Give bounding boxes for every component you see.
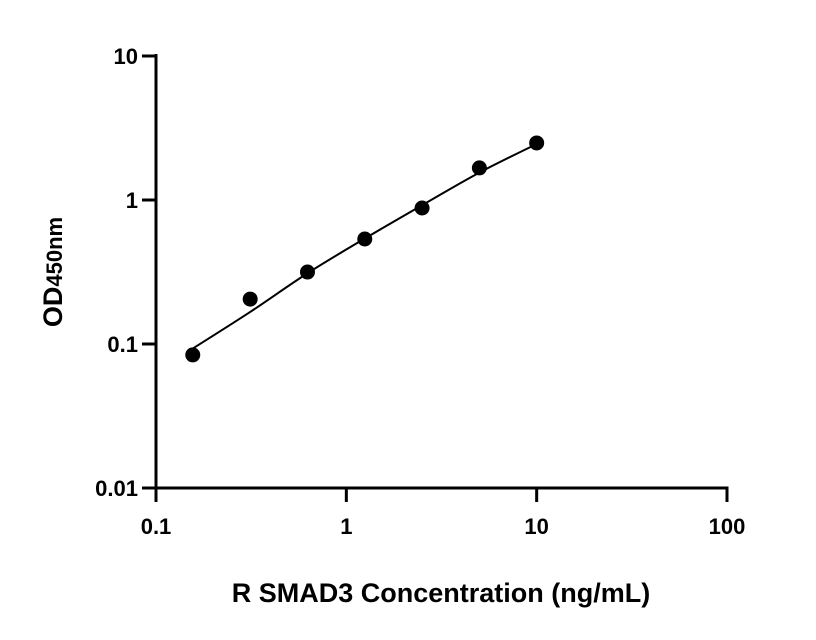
y-tick-label: 1	[126, 188, 138, 213]
y-axis-label: OD450nm	[38, 217, 68, 327]
data-point	[242, 291, 258, 307]
data-point	[414, 200, 430, 216]
x-tick-label: 0.1	[141, 514, 172, 539]
marks	[185, 135, 545, 363]
y-tick-label: 0.1	[107, 332, 138, 357]
y-axis-label-main: OD	[38, 287, 68, 328]
x-tick-label: 1	[340, 514, 352, 539]
y-tick-label: 0.01	[95, 476, 138, 501]
y-tick-label: 10	[114, 44, 138, 69]
data-point	[529, 135, 545, 151]
y-axis-label-subscript: 450nm	[42, 217, 67, 287]
fit-curve	[192, 143, 538, 350]
data-point	[185, 347, 201, 363]
x-tick-label: 100	[709, 514, 746, 539]
x-tick-label: 10	[524, 514, 548, 539]
x-axis-label: R SMAD3 Concentration (ng/mL)	[232, 578, 651, 608]
